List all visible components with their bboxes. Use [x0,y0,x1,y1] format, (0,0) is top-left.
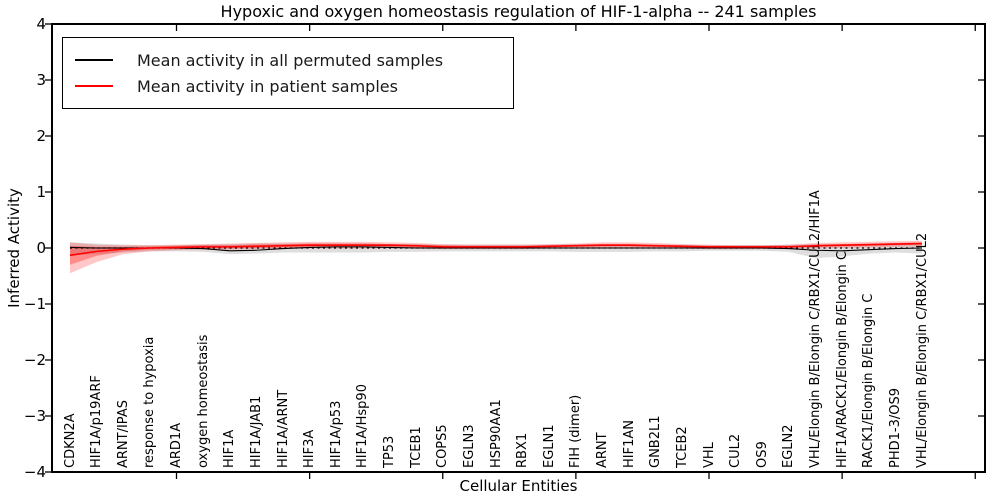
category-label: FIH (dimer) [568,394,584,468]
category-label: EGLN1 [541,424,557,468]
category-label: TCEB1 [408,426,424,468]
category-label: ARD1A [169,422,184,468]
category-label: COPS5 [435,424,451,468]
y-tick-label: −4 [23,463,46,481]
category-label: HIF1A [222,429,238,468]
category-label: HIF1A/ARNT [275,389,291,468]
category-label: HIF1A/p19ARF [89,375,105,468]
legend-line-patient-icon [75,85,113,87]
category-label: HIF1AN [621,420,637,468]
category-label: ARNT/IPAS [115,400,131,468]
category-label: ARNT [595,432,610,468]
category-label: HIF1A/p53 [328,400,344,468]
y-tick-label: 3 [36,71,46,89]
category-label: HIF3A [302,429,318,468]
y-tick-label: −1 [23,295,46,313]
category-label: HIF1A/RACK1/Elongin B/Elongin C [834,251,850,468]
patient-band-inner [70,242,922,265]
category-label: PHD1-3/OS9 [887,388,903,468]
category-label: HSP90AA1 [488,399,504,468]
permuted-band [70,242,922,259]
category-label: VHL [701,442,717,468]
legend-item-permuted: Mean activity in all permuted samples [75,47,503,73]
category-label: RACK1/Elongin B/Elongin C [861,293,877,468]
legend: Mean activity in all permuted samples Me… [62,37,514,109]
category-label: response to hypoxia [142,336,158,468]
y-tick-label: 4 [36,15,46,33]
category-label: TP53 [382,435,397,468]
category-label: HIF1A/Hsp90 [355,384,371,468]
chart-title: Hypoxic and oxygen homeostasis regulatio… [220,2,817,21]
x-axis-label: Cellular Entities [459,477,578,495]
category-label: CUL2 [728,433,744,468]
y-tick-label: 0 [36,239,46,257]
category-label: OS9 [754,441,770,468]
y-tick-label: 2 [36,127,46,145]
category-label: oxygen homeostasis [195,334,211,468]
category-label: CDKN2A [62,413,78,468]
category-label: EGLN3 [461,424,477,468]
legend-item-label: Mean activity in all permuted samples [137,50,444,70]
y-tick-label: −2 [23,351,46,369]
category-label: VHL/Elongin B/Elongin C/RBX1/CUL2 [914,232,930,468]
category-label: VHL/Elongin B/Elongin C/RBX1/CUL2/HIF1A [808,190,823,468]
y-tick-label: 1 [36,183,46,201]
legend-item-patient: Mean activity in patient samples [75,73,503,99]
patient-mean-line [69,242,923,257]
y-tick-label: −3 [23,407,46,425]
permuted-mean-line [69,246,923,252]
legend-item-label: Mean activity in patient samples [137,76,398,96]
category-label: EGLN2 [781,424,797,468]
category-label: HIF1A/JAB1 [248,395,264,468]
patient-band-outer [70,240,922,274]
category-label: GNB2L1 [648,415,664,468]
legend-line-permuted-icon [75,59,113,61]
category-label: TCEB2 [674,426,690,468]
category-label: RBX1 [515,432,531,468]
